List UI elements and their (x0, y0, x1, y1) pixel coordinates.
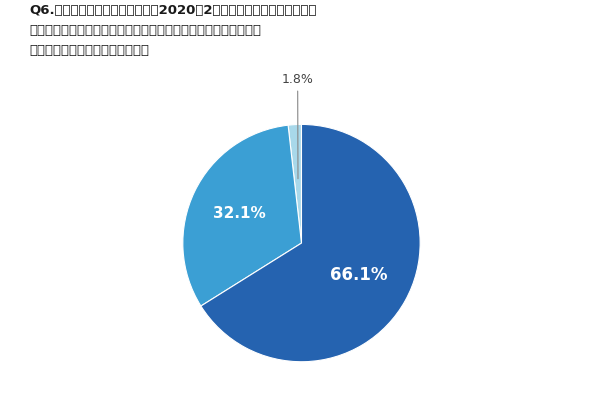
Text: 32.1%: 32.1% (213, 206, 266, 221)
Text: Q6.あなたは、新型コロナ以降（2020年2月以降）から現在にかけて、
　　計画した旅行やレジャーが実現できなくなる「計画倒れ」を
　　経験したことはありますか: Q6.あなたは、新型コロナ以降（2020年2月以降）から現在にかけて、 計画した… (30, 4, 318, 57)
Text: 66.1%: 66.1% (330, 266, 387, 284)
Wedge shape (183, 125, 301, 306)
Text: 1.8%: 1.8% (282, 73, 313, 179)
Wedge shape (288, 124, 301, 243)
Wedge shape (201, 124, 420, 362)
